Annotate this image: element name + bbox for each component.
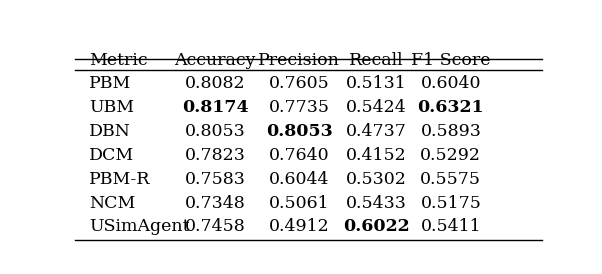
Text: 0.7348: 0.7348 (185, 195, 246, 212)
Text: 0.4912: 0.4912 (269, 218, 329, 235)
Text: 0.5411: 0.5411 (421, 218, 481, 235)
Text: 0.5893: 0.5893 (420, 123, 481, 140)
Text: USimAgent: USimAgent (89, 218, 190, 235)
Text: DBN: DBN (89, 123, 131, 140)
Text: 0.5424: 0.5424 (346, 99, 406, 116)
Text: PBM: PBM (89, 75, 132, 92)
Text: 0.7640: 0.7640 (269, 147, 329, 164)
Text: Accuracy: Accuracy (175, 52, 256, 69)
Text: 0.7823: 0.7823 (185, 147, 246, 164)
Text: F1 Score: F1 Score (411, 52, 491, 69)
Text: 0.6044: 0.6044 (269, 171, 329, 188)
Text: 0.7605: 0.7605 (269, 75, 329, 92)
Text: NCM: NCM (89, 195, 135, 212)
Text: 0.4152: 0.4152 (346, 147, 406, 164)
Text: 0.5433: 0.5433 (346, 195, 406, 212)
Text: 0.5302: 0.5302 (346, 171, 406, 188)
Text: 0.5131: 0.5131 (346, 75, 406, 92)
Text: PBM-R: PBM-R (89, 171, 150, 188)
Text: UBM: UBM (89, 99, 134, 116)
Text: 0.6022: 0.6022 (343, 218, 409, 235)
Text: 0.8174: 0.8174 (182, 99, 249, 116)
Text: 0.4737: 0.4737 (346, 123, 406, 140)
Text: 0.7458: 0.7458 (185, 218, 246, 235)
Text: 0.5292: 0.5292 (420, 147, 482, 164)
Text: 0.7735: 0.7735 (268, 99, 330, 116)
Text: DCM: DCM (89, 147, 134, 164)
Text: 0.7583: 0.7583 (185, 171, 246, 188)
Text: 0.8082: 0.8082 (185, 75, 246, 92)
Text: 0.8053: 0.8053 (266, 123, 332, 140)
Text: 0.5575: 0.5575 (420, 171, 482, 188)
Text: 0.6040: 0.6040 (421, 75, 481, 92)
Text: 0.6321: 0.6321 (418, 99, 484, 116)
Text: Recall: Recall (349, 52, 403, 69)
Text: Precision: Precision (258, 52, 340, 69)
Text: 0.5175: 0.5175 (420, 195, 481, 212)
Text: 0.5061: 0.5061 (269, 195, 329, 212)
Text: Metric: Metric (89, 52, 148, 69)
Text: 0.8053: 0.8053 (185, 123, 246, 140)
